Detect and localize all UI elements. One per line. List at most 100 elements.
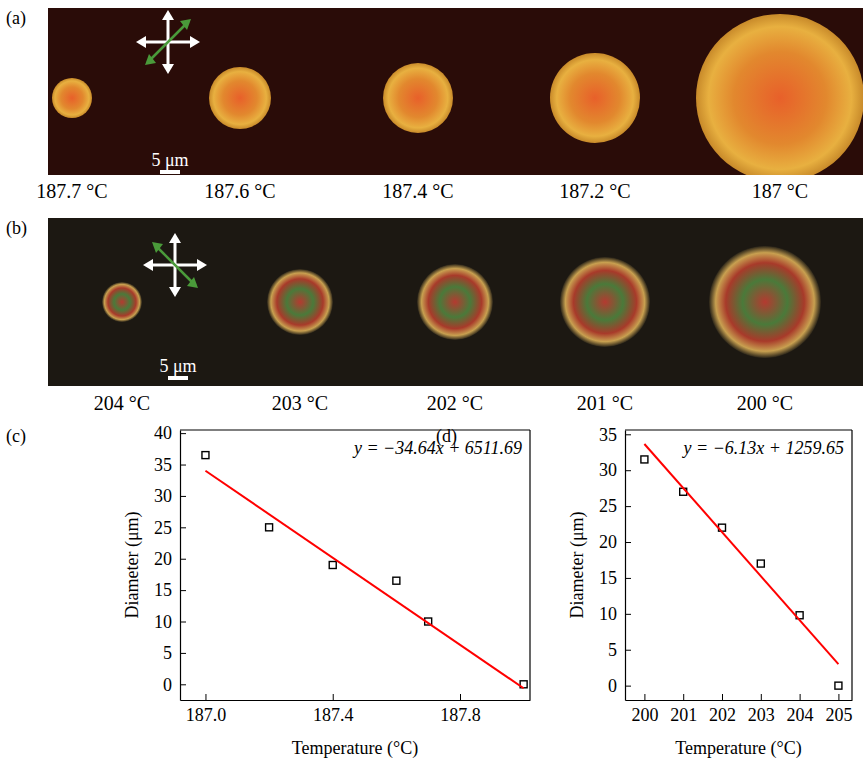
y-tick-mark <box>180 622 186 623</box>
x-tick-label: 187.0 <box>186 705 227 725</box>
y-tick-label: 30 <box>599 460 617 480</box>
y-tick-mark <box>625 434 631 435</box>
data-point <box>202 452 209 459</box>
data-point <box>329 562 336 569</box>
polarizer-arrowhead <box>169 233 181 243</box>
chart: 187.0187.4187.80510152025303540Temperatu… <box>122 423 531 759</box>
temperature-label: 200 °C <box>737 392 793 414</box>
y-tick-label: 10 <box>599 604 617 624</box>
x-tick: 204 <box>787 694 814 725</box>
x-tick: 202 <box>709 694 736 725</box>
droplet <box>383 63 453 133</box>
y-tick: 20 <box>154 549 186 569</box>
temperature-label: 187.6 °C <box>204 180 275 202</box>
y-tick: 15 <box>599 568 631 588</box>
director-axis <box>155 245 195 285</box>
y-axis-title: Diameter (μm) <box>122 511 143 618</box>
x-tick-label: 200 <box>631 705 658 725</box>
temperature-label: 201 °C <box>577 392 633 414</box>
x-tick-label: 202 <box>709 705 736 725</box>
y-tick-mark <box>180 653 186 654</box>
plot-marks <box>202 452 527 689</box>
y-tick-mark <box>180 559 186 560</box>
y-tick-mark <box>180 433 186 434</box>
x-tick: 203 <box>748 694 775 725</box>
temperature-label: 202 °C <box>427 392 483 414</box>
temperature-label: 187.4 °C <box>382 180 453 202</box>
polarizer-arrowhead <box>136 36 146 48</box>
data-point <box>641 456 648 463</box>
x-axis: 200201202203204205 <box>626 694 853 725</box>
y-tick-mark <box>625 614 631 615</box>
temperature-label: 187.2 °C <box>559 180 630 202</box>
y-tick-mark <box>625 578 631 579</box>
x-tick: 187.0 <box>186 694 227 725</box>
image-background <box>48 218 863 386</box>
droplet <box>417 264 493 340</box>
polarizer-icon <box>136 10 200 74</box>
y-tick-label: 35 <box>154 455 172 475</box>
panel-label: (a) <box>6 8 26 29</box>
data-point <box>757 560 764 567</box>
y-tick: 0 <box>608 676 631 696</box>
x-tick-mark <box>460 694 461 700</box>
y-tick-label: 5 <box>608 640 617 660</box>
droplets <box>52 14 863 175</box>
y-tick-mark <box>625 686 631 687</box>
droplet <box>709 246 821 358</box>
x-tick-mark <box>722 694 723 700</box>
droplet <box>696 14 863 175</box>
y-tick-mark <box>180 527 186 528</box>
y-tick-label: 0 <box>163 675 172 695</box>
y-tick: 15 <box>154 580 186 600</box>
x-axis: 187.0 187.4 187.8 <box>181 694 531 725</box>
figure: 5 μm (a) 187.7 °C 187.6 °C 187.4 °C 187.2 °C 1… <box>0 0 865 764</box>
y-tick-mark <box>180 684 186 685</box>
y-tick-label: 20 <box>599 532 617 552</box>
temperature-label: 203 °C <box>272 392 328 414</box>
polarizer-arrowhead <box>190 36 200 48</box>
y-tick: 5 <box>163 643 186 663</box>
polarizer-arrowhead <box>197 259 207 271</box>
droplet <box>102 282 142 322</box>
panel-label: (c) <box>6 426 26 447</box>
y-tick: 35 <box>599 425 631 445</box>
x-tick: 201 <box>670 694 697 725</box>
x-tick: 187.8 <box>440 694 481 725</box>
temperature-label: 204 °C <box>94 392 150 414</box>
x-tick-label: 201 <box>670 705 697 725</box>
y-axis-line <box>180 431 181 701</box>
y-tick-mark <box>625 650 631 651</box>
x-tick-mark <box>644 694 645 700</box>
scale-bar <box>160 170 180 174</box>
polarizer-arrowhead <box>162 64 174 74</box>
x-tick: 200 <box>631 694 658 725</box>
droplets <box>102 246 821 358</box>
data-point <box>393 577 400 584</box>
y-axis: 0510152025303540 <box>154 423 186 700</box>
y-tick-mark <box>625 506 631 507</box>
x-axis-line <box>181 700 531 701</box>
droplet <box>550 53 640 143</box>
y-tick-mark <box>625 470 631 471</box>
x-tick-mark <box>205 694 206 700</box>
x-tick-mark <box>683 694 684 700</box>
frame-top <box>625 429 852 430</box>
x-tick-mark <box>838 694 839 700</box>
x-tick-mark <box>333 694 334 700</box>
droplet <box>52 78 92 118</box>
polarizer-icon <box>143 233 207 297</box>
y-tick-label: 30 <box>154 486 172 506</box>
y-axis: 0 5 10 15 20 25 30 35 <box>599 425 631 701</box>
y-tick-label: 35 <box>599 425 617 445</box>
y-tick: 25 <box>599 496 631 516</box>
x-tick-label: 187.4 <box>313 705 354 725</box>
temperature-label: 187 °C <box>752 180 808 202</box>
scale-bar-label: 5 μm <box>159 356 196 376</box>
y-tick: 30 <box>154 486 186 506</box>
y-tick: 40 <box>154 423 186 443</box>
y-tick-label: 0 <box>608 676 617 696</box>
y-tick-label: 15 <box>599 568 617 588</box>
droplet <box>209 67 271 129</box>
temperature-label: 187.7 °C <box>36 180 107 202</box>
